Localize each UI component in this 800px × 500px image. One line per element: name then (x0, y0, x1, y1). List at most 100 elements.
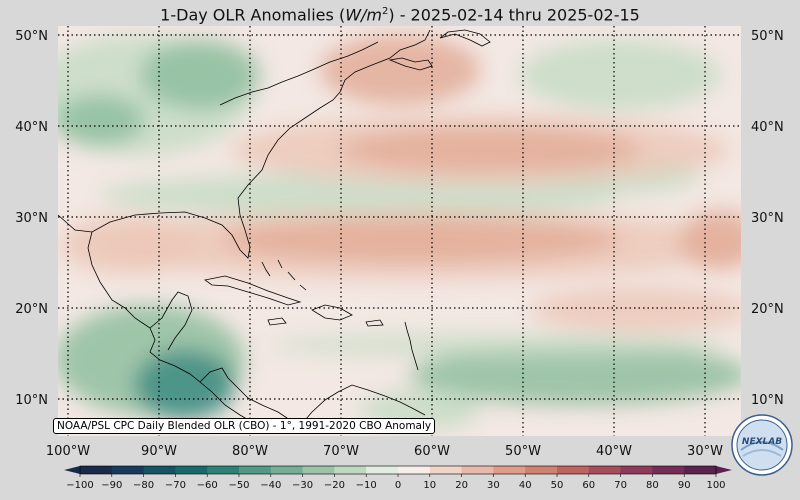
colorbar-tick-label: −40 (260, 480, 281, 491)
colorbar-swatch (270, 466, 304, 474)
lon-label-40w: 40°W (596, 444, 632, 459)
colorbar-tick-label: −30 (292, 480, 313, 491)
colorbar-swatch (334, 466, 367, 474)
colorbar-swatch (493, 466, 526, 474)
colorbar-tick-label: 100 (706, 480, 725, 491)
colorbar-tick-label: 50 (551, 480, 564, 491)
colorbar-swatch (461, 466, 494, 474)
colorbar-tick-label: 10 (423, 480, 436, 491)
colorbar-swatch (366, 466, 399, 474)
anomaly-region (220, 218, 620, 262)
coastline-yucatan (149, 291, 193, 351)
colorbar-swatches (80, 466, 717, 474)
colorbar-swatch (302, 466, 335, 474)
colorbar-swatch (652, 466, 685, 474)
anomaly-region (340, 128, 640, 172)
anomaly-region (410, 345, 741, 405)
colorbar-tick-label: −100 (66, 480, 93, 491)
coastline-puerto-rico (365, 319, 384, 327)
colorbar-tick-label: 20 (455, 480, 468, 491)
longitude-labels: 100°W 90°W 80°W 70°W 60°W 50°W 40°W 30°W (46, 444, 723, 459)
title-suffix: ) - 2025-02-14 thru 2025-02-15 (388, 5, 640, 25)
colorbar-tick-label: −60 (197, 480, 218, 491)
graticule (58, 26, 741, 436)
anomaly-region (60, 215, 200, 275)
coastline-central-america (199, 367, 301, 427)
data-source-note: NOAA/PSL CPC Daily Blended OLR (CBO) - 1… (53, 418, 436, 434)
olr-anomaly-field (58, 35, 741, 430)
coastline-bahamas (261, 259, 307, 291)
colorbar-swatch (684, 466, 717, 474)
map-panel (58, 26, 741, 436)
lat-label-50-left: 50°N (15, 29, 48, 44)
colorbar: −100 −90 −80 −70 −60 −50 −40 −30 −20 −10 0 10 20 30 40… (64, 465, 732, 491)
colorbar-swatch (588, 466, 622, 474)
anomaly-region (135, 350, 235, 420)
colorbar-swatch (80, 466, 113, 474)
colorbar-swatch (398, 466, 431, 474)
coastline-cuba (204, 275, 302, 306)
lon-label-60w: 60°W (414, 444, 450, 459)
colorbar-tick-label: −90 (101, 480, 122, 491)
nexlab-logo[interactable]: NEXLAB (731, 414, 793, 476)
coastline-nova-scotia (388, 57, 433, 71)
colorbar-tick-label: −70 (165, 480, 186, 491)
colorbar-tick-label: −50 (228, 480, 249, 491)
lon-label-100w: 100°W (46, 444, 90, 459)
colorbar-tick-label: −10 (356, 480, 377, 491)
colorbar-tick-label: 0 (395, 480, 401, 491)
lat-label-20-right: 20°N (751, 302, 784, 317)
lon-label-30w: 30°W (687, 444, 723, 459)
anomaly-region (320, 35, 480, 105)
coastline-south-america (299, 384, 426, 427)
lat-label-20-left: 20°N (15, 302, 48, 317)
title-prefix: 1-Day OLR Anomalies ( (160, 5, 346, 25)
colorbar-min-arrow (64, 466, 80, 474)
colorbar-swatch (620, 466, 653, 474)
lat-label-10-left: 10°N (15, 393, 48, 408)
colorbar-tick-label: 90 (678, 480, 691, 491)
anomaly-region (58, 95, 145, 145)
colorbar-swatch (525, 466, 558, 474)
lon-label-80w: 80°W (232, 444, 268, 459)
anomaly-region (520, 40, 720, 110)
colorbar-tick-label: 80 (646, 480, 659, 491)
anomaly-region (140, 40, 260, 110)
coastline-lesser-antilles (404, 321, 419, 371)
latitude-labels-right: 50°N 40°N 30°N 20°N 10°N (751, 29, 784, 408)
coastlines (58, 29, 491, 427)
lat-label-30-right: 30°N (751, 211, 784, 226)
lon-label-50w: 50°W (505, 444, 541, 459)
colorbar-swatch (175, 466, 208, 474)
colorbar-swatch (429, 466, 463, 474)
colorbar-tick-label: 60 (582, 480, 595, 491)
colorbar-swatch (557, 466, 590, 474)
coastline-jamaica (267, 317, 287, 326)
coastline-gulf-mexico (87, 231, 253, 423)
logo-text: NEXLAB (742, 437, 782, 447)
anomaly-region (530, 288, 741, 332)
latitude-labels-left: 50°N 40°N 30°N 20°N 10°N (15, 29, 48, 408)
colorbar-swatch (239, 466, 272, 474)
lat-label-50-right: 50°N (751, 29, 784, 44)
colorbar-tick-label: −20 (324, 480, 345, 491)
colorbar-swatch (207, 466, 240, 474)
lon-label-90w: 90°W (141, 444, 177, 459)
lat-label-10-right: 10°N (751, 393, 784, 408)
colorbar-tick-label: 40 (519, 480, 532, 491)
anomaly-region (680, 210, 741, 270)
title-units-exponent: 2 (381, 6, 389, 17)
colorbar-tick-label: −80 (133, 480, 154, 491)
map-title: 1-Day OLR Anomalies (W/m2) - 2025-02-14 … (0, 0, 800, 24)
lat-label-30-left: 30°N (15, 211, 48, 226)
colorbar-swatch (143, 466, 176, 474)
coastline-great-lakes (219, 41, 379, 106)
colorbar-swatch (111, 466, 145, 474)
title-units: W/m (345, 5, 382, 25)
lat-label-40-right: 40°N (751, 120, 784, 135)
lon-label-70w: 70°W (323, 444, 359, 459)
colorbar-tick-label: 70 (614, 480, 627, 491)
colorbar-max-arrow (716, 466, 732, 474)
colorbar-ticks: −100 −90 −80 −70 −60 −50 −40 −30 −20 −10 0 10 20 30 40… (66, 474, 726, 491)
